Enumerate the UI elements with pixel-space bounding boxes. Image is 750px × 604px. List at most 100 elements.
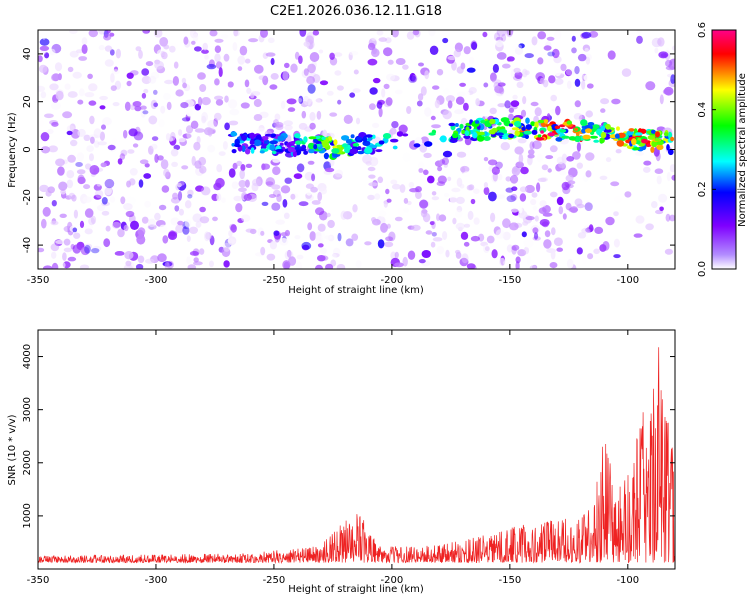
- spectrogram-cell: [525, 216, 535, 221]
- spectrogram-ridge-cell: [452, 132, 459, 139]
- spectrogram-cell: [227, 99, 238, 109]
- spectrogram-cell: [124, 101, 131, 112]
- spectrogram-cell: [368, 80, 375, 88]
- spectrogram-cell: [515, 161, 524, 169]
- spectrogram-cell: [574, 78, 581, 87]
- spectrogram-cell: [491, 166, 500, 175]
- spectrogram-cell: [39, 38, 50, 46]
- spectrogram-cell: [337, 232, 342, 242]
- spectrogram-cell: [645, 223, 654, 231]
- spectrogram-cell: [248, 38, 259, 43]
- spectrogram-cell: [436, 68, 444, 76]
- spectrogram-cell: [523, 238, 534, 249]
- spectrogram-cell: [134, 105, 142, 112]
- spectrogram-cell: [38, 64, 48, 74]
- spectrogram-cell: [550, 94, 557, 102]
- spectrogram-cell: [180, 102, 189, 109]
- spectrogram-cell: [148, 145, 154, 155]
- spectrogram-ridge-cell: [525, 117, 530, 124]
- spectrogram-cell: [574, 100, 581, 108]
- spectrogram-cell: [245, 228, 255, 233]
- spectrogram-cell: [451, 61, 457, 71]
- spectrogram-cell: [87, 73, 93, 80]
- spectrogram-cell: [547, 168, 552, 173]
- spectrogram-ridge-cell: [568, 136, 577, 141]
- spectrogram-cell: [187, 189, 194, 196]
- spectrogram-ridge-cell: [349, 148, 359, 155]
- spectrogram-cell: [587, 253, 594, 260]
- spectrogram-cell: [89, 115, 95, 125]
- spectrogram-cell: [494, 32, 501, 41]
- colorbar-ticks: 0.0 0.2 0.4 0.6: [697, 22, 716, 277]
- spectrogram-cell: [221, 197, 226, 204]
- spectrogram-cell: [496, 30, 507, 37]
- spectrogram-cell: [258, 75, 267, 81]
- spectrogram-cell: [564, 69, 573, 77]
- spectrogram-cell: [297, 98, 302, 103]
- spectrogram-ridge-cell: [535, 136, 545, 141]
- x-tick-label: -350: [27, 575, 50, 586]
- spectrogram-cell: [303, 68, 309, 76]
- y-tick-label: 40: [22, 48, 33, 61]
- top-xaxis-label: Height of straight line (km): [288, 285, 424, 296]
- spectrogram-ridge-cell: [667, 148, 674, 156]
- spectrogram-cell: [371, 36, 377, 41]
- spectrogram-cell: [423, 152, 432, 159]
- spectrogram-cell: [483, 82, 489, 88]
- spectrogram-cell: [460, 165, 470, 173]
- spectrogram-cell: [96, 204, 106, 211]
- spectrogram-cell: [555, 105, 561, 116]
- spectrogram-cell: [459, 183, 465, 189]
- spectrogram-cell: [290, 193, 296, 200]
- spectrogram-cell: [84, 208, 94, 218]
- spectrogram-cell: [671, 45, 675, 51]
- spectrogram-cell: [351, 233, 359, 241]
- spectrogram-cell: [253, 114, 263, 121]
- spectrogram-cell: [157, 155, 164, 161]
- spectrogram-cell: [659, 94, 664, 105]
- spectrogram-ridge-cell: [307, 142, 315, 150]
- spectrogram-ridge-cell: [480, 120, 486, 124]
- spectrogram-cell: [99, 95, 108, 101]
- spectrogram-cell: [81, 44, 88, 54]
- spectrogram-cell: [523, 246, 530, 255]
- spectrogram-cell: [177, 191, 183, 201]
- spectrogram-cell: [261, 201, 269, 206]
- spectrogram-ridge-cell: [271, 150, 277, 155]
- spectrogram-cell: [100, 162, 107, 168]
- spectrogram-cell: [513, 167, 518, 173]
- spectrogram-cell: [44, 52, 50, 59]
- spectrogram-cell: [536, 153, 543, 163]
- spectrogram-cell: [531, 46, 539, 51]
- spectrogram-cell: [329, 112, 338, 117]
- spectrogram-cell: [607, 50, 616, 60]
- spectrogram-cell: [441, 157, 449, 166]
- spectrogram-cell: [230, 224, 237, 233]
- spectrogram-cell: [635, 151, 644, 156]
- spectrogram-cell: [491, 249, 498, 259]
- spectrogram-ridge-cell: [530, 121, 536, 127]
- spectrogram-cell: [275, 219, 286, 225]
- spectrogram-cell: [336, 264, 346, 269]
- colorbar-label: Normalized spectral amplitude: [737, 73, 748, 227]
- spectrogram-ridge-cell: [464, 130, 470, 137]
- spectrogram-cell: [89, 165, 100, 175]
- spectrogram-cell: [455, 222, 465, 230]
- spectrogram-cell: [594, 226, 604, 234]
- spectrogram-ridge-cell: [303, 136, 308, 143]
- spectrogram-cell: [203, 127, 214, 136]
- spectrogram-cell: [443, 163, 448, 168]
- spectrogram-cell: [443, 88, 450, 95]
- spectrogram-cell: [605, 216, 615, 226]
- spectrogram-cell: [312, 30, 320, 36]
- spectrogram-cell: [63, 238, 71, 246]
- spectrogram-cell: [320, 231, 326, 241]
- spectrogram-cell: [651, 201, 658, 209]
- spectrogram-cell: [384, 181, 390, 189]
- spectrogram-cell: [195, 221, 202, 228]
- spectrogram-cell: [506, 195, 516, 203]
- spectrogram-cell: [130, 220, 139, 230]
- spectrogram-cell: [187, 264, 197, 269]
- spectrogram-cell: [70, 243, 75, 250]
- spectrogram-ridge-cell: [352, 143, 360, 147]
